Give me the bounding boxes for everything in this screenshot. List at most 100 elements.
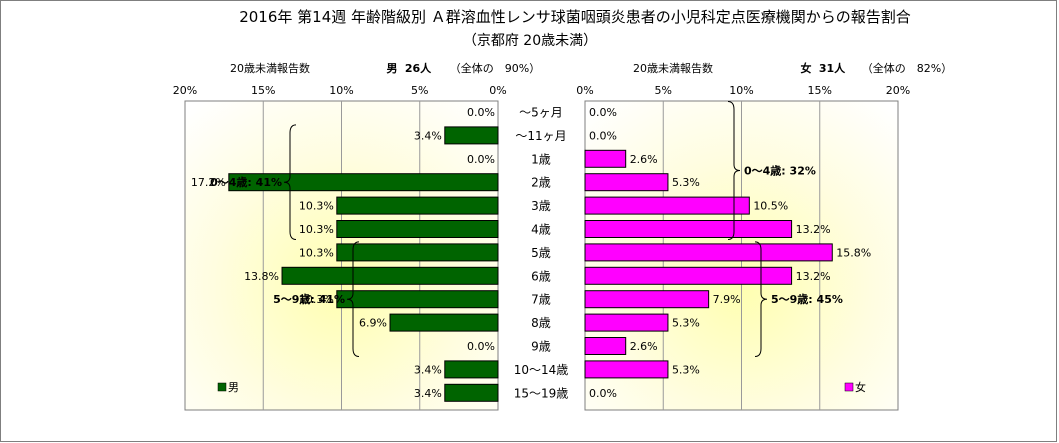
male-group-label: 5～9歳: 41% bbox=[273, 292, 345, 306]
female-tick-label: 20% bbox=[886, 84, 910, 97]
male-value-label: 10.3% bbox=[299, 293, 334, 306]
female-value-label: 2.6% bbox=[630, 153, 658, 166]
female-bar bbox=[584, 313, 669, 332]
female-group-brace bbox=[727, 101, 741, 240]
male-value-label: 10.3% bbox=[299, 200, 334, 213]
female-value-label: 7.9% bbox=[713, 293, 741, 306]
male-tick-label: 20% bbox=[173, 84, 197, 97]
male-value-label: 10.3% bbox=[299, 223, 334, 236]
chart-title: 2016年 第14週 年齢階級別 Ａ群溶血性レンサ球菌咽頭炎患者の小児科定点医療… bbox=[239, 8, 911, 26]
male-tick-label: 5% bbox=[411, 84, 428, 97]
female-tick-label: 0% bbox=[576, 84, 593, 97]
female-group-brace bbox=[754, 241, 768, 357]
male-value-labels: 0.0% 3.4% 0.0% 17.2% 10.3% 10.3% 10.3% 13.8% 10.… bbox=[191, 106, 495, 400]
female-value-label: 0.0% bbox=[589, 129, 617, 142]
male-group-annotations: 0～4歳: 41% 5～9歳: 41% bbox=[210, 124, 360, 357]
age-label: 6歳 bbox=[531, 269, 551, 283]
male-value-label: 3.4% bbox=[414, 129, 442, 142]
male-bar bbox=[444, 126, 499, 145]
female-bars bbox=[584, 149, 833, 379]
female-value-label: 0.0% bbox=[589, 106, 617, 119]
age-label: 15～19歳 bbox=[514, 386, 569, 400]
female-bar bbox=[584, 173, 669, 192]
male-value-label: 6.9% bbox=[359, 317, 387, 330]
male-bar bbox=[336, 243, 499, 262]
male-group-brace bbox=[346, 241, 360, 357]
female-header-sex: 女 bbox=[801, 61, 812, 75]
age-label: 9歳 bbox=[531, 340, 551, 354]
female-value-label: 0.0% bbox=[589, 387, 617, 400]
male-legend-swatch bbox=[217, 382, 227, 392]
female-value-label: 5.3% bbox=[672, 363, 700, 376]
age-label: 2歳 bbox=[531, 176, 551, 190]
male-bar bbox=[336, 196, 499, 215]
male-bars bbox=[228, 126, 499, 402]
age-label: ～5ヶ月 bbox=[519, 106, 563, 120]
male-value-label: 0.0% bbox=[467, 153, 495, 166]
age-label: 3歳 bbox=[531, 199, 551, 213]
female-value-label: 15.8% bbox=[836, 246, 871, 259]
female-axis-ticks: 0% 5% 10% 15% 20% bbox=[576, 84, 910, 97]
male-header-sex: 男 bbox=[387, 62, 398, 75]
male-tick-label: 15% bbox=[251, 84, 275, 97]
female-panel: 20歳未満報告数 女 31人 （全体の 82%） 0% 5% 10% 15% 20% 0… bbox=[576, 61, 952, 411]
male-value-label: 3.4% bbox=[414, 363, 442, 376]
male-bar bbox=[444, 383, 499, 402]
female-value-label: 5.3% bbox=[672, 176, 700, 189]
female-value-labels: 0.0% 0.0% 2.6% 5.3% 10.5% 13.2% 15.8% 13.2% 7.9%… bbox=[589, 106, 871, 400]
female-bar bbox=[584, 266, 793, 285]
male-header-label: 20歳未満報告数 bbox=[230, 62, 310, 75]
female-bar bbox=[584, 337, 627, 355]
female-bar bbox=[584, 360, 669, 379]
age-label: 5歳 bbox=[531, 246, 551, 260]
female-tick-label: 5% bbox=[655, 84, 672, 97]
female-group-label: 5～9歳: 45% bbox=[771, 292, 843, 306]
age-label: 7歳 bbox=[531, 293, 551, 307]
male-bar bbox=[336, 220, 499, 238]
male-bar bbox=[389, 313, 499, 332]
female-header-count: 31人 bbox=[819, 61, 846, 75]
female-tick-label: 10% bbox=[729, 84, 753, 97]
male-header-share: （全体の 90%） bbox=[450, 61, 540, 75]
chart-subtitle: （京都府 20歳未満） bbox=[463, 33, 597, 49]
male-value-label: 0.0% bbox=[467, 106, 495, 119]
male-value-label: 17.2% bbox=[191, 176, 226, 189]
age-label: 8歳 bbox=[531, 316, 551, 330]
male-value-label: 0.0% bbox=[467, 340, 495, 353]
male-group-brace bbox=[283, 124, 297, 240]
female-bar bbox=[584, 196, 750, 215]
male-bar bbox=[336, 290, 499, 309]
male-panel: 20歳未満報告数 男 26人 （全体の 90%） 0% 5% 10% 15% 20% 0… bbox=[173, 61, 540, 411]
female-value-label: 13.2% bbox=[796, 270, 831, 283]
age-label: 10～14歳 bbox=[514, 363, 569, 377]
age-label: ～11ヶ月 bbox=[515, 129, 566, 143]
female-group-label: 0～4歳: 32% bbox=[744, 164, 816, 178]
female-bar bbox=[584, 243, 833, 262]
female-bar bbox=[584, 220, 793, 238]
male-bar bbox=[444, 360, 499, 379]
female-header-label: 20歳未満報告数 bbox=[633, 62, 713, 75]
male-bar bbox=[228, 173, 499, 192]
female-value-label: 13.2% bbox=[796, 223, 831, 236]
female-value-label: 2.6% bbox=[630, 340, 658, 353]
female-bar bbox=[584, 149, 627, 168]
female-value-label: 10.5% bbox=[753, 200, 788, 213]
female-group-annotations: 0～4歳: 32% 5～9歳: 45% bbox=[727, 101, 843, 357]
age-label: 1歳 bbox=[531, 152, 551, 166]
female-value-label: 5.3% bbox=[672, 317, 700, 330]
male-value-label: 10.3% bbox=[299, 246, 334, 259]
female-tick-label: 15% bbox=[808, 84, 832, 97]
female-bar bbox=[584, 290, 710, 309]
male-axis-ticks: 0% 5% 10% 15% 20% bbox=[173, 84, 507, 97]
male-tick-label: 0% bbox=[489, 84, 506, 97]
male-bar bbox=[281, 266, 499, 285]
male-legend-label: 男 bbox=[228, 381, 239, 394]
male-tick-label: 10% bbox=[329, 84, 353, 97]
female-header-share: （全体の 82%） bbox=[862, 61, 952, 75]
age-label: 4歳 bbox=[531, 223, 551, 237]
male-value-label: 13.8% bbox=[244, 270, 279, 283]
male-value-label: 3.4% bbox=[414, 387, 442, 400]
age-category-labels: ～5ヶ月 ～11ヶ月 1歳 2歳 3歳 4歳 5歳 6歳 7歳 8歳 9歳 10～14歳 15～19歳 bbox=[514, 106, 569, 401]
female-legend-swatch bbox=[844, 382, 854, 392]
